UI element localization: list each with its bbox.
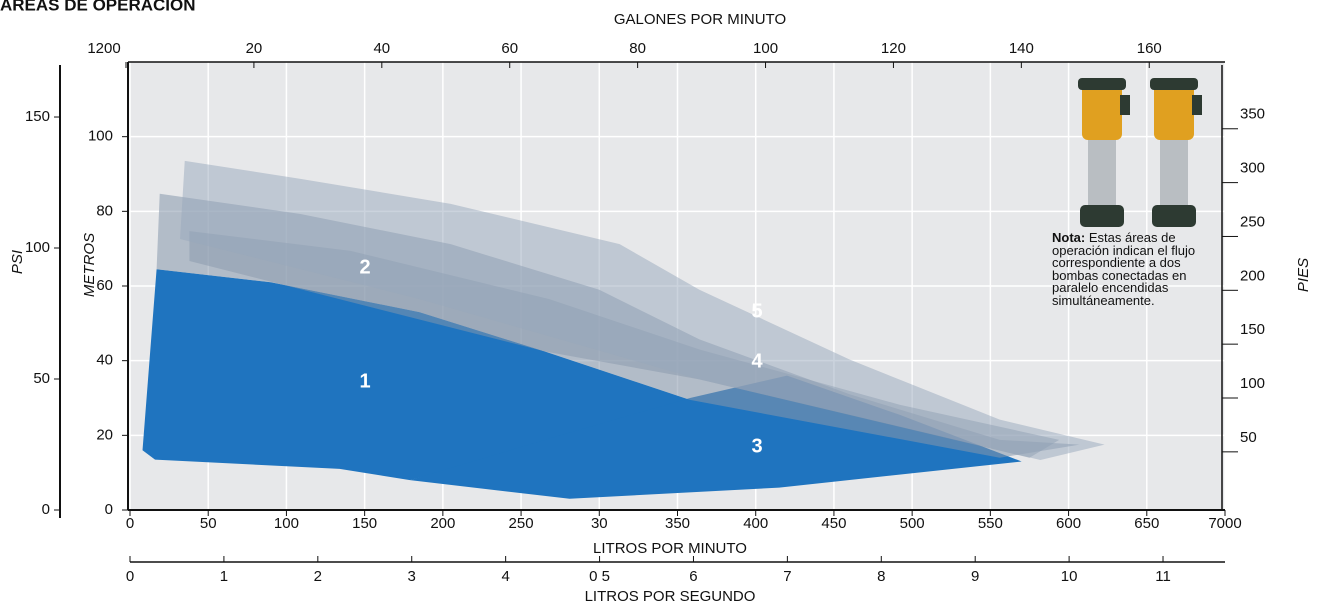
operating-area [180, 160, 1105, 460]
x-tick-label: 350 [665, 515, 690, 532]
y-axis-label: METROS [81, 233, 98, 297]
y-tick-label: 100 [88, 128, 113, 145]
lps-tick-label: 6 [689, 568, 697, 585]
top-tick-label: 80 [629, 40, 646, 57]
pump-illustration [1078, 78, 1202, 227]
pies-tick-label: 350 [1240, 106, 1265, 123]
pies-tick-label: 100 [1240, 375, 1265, 392]
lps-tick-label: 0 [126, 568, 134, 585]
psi-tick-label: 50 [33, 370, 50, 387]
area-label: 2 [359, 256, 370, 278]
chart-title: ÁREAS DE OPERACIÓN [0, 0, 196, 14]
psi-tick-label: 150 [25, 108, 50, 125]
lps-tick-label: 7 [783, 568, 791, 585]
y-tick-label: 20 [96, 426, 113, 443]
operating-area [142, 269, 691, 481]
lps-tick-label: 11 [1155, 568, 1171, 585]
y-tick-label: 60 [96, 277, 113, 294]
areas: 1 3 2 4 5 [142, 160, 1105, 499]
y-tick-label: 0 [105, 501, 113, 518]
lps-tick-label: 0 5 [589, 568, 610, 585]
y-tick-label: 80 [96, 202, 113, 219]
area-label: 5 [751, 300, 762, 322]
top-tick-label: 1200 [87, 40, 120, 57]
top-tick-label: 20 [246, 40, 263, 57]
x-tick-label: 400 [743, 515, 768, 532]
x-tick-label: 0 [126, 515, 134, 532]
x-tick-label: 200 [430, 515, 455, 532]
top-axis-label: GALONES POR MINUTO [614, 11, 786, 28]
psi-tick-label: 100 [25, 239, 50, 256]
lps-tick-label: 8 [877, 568, 885, 585]
x-tick-label: 600 [1056, 515, 1081, 532]
x-tick-label: 550 [978, 515, 1003, 532]
pies-tick-label: 200 [1240, 267, 1265, 284]
area-label: 4 [751, 350, 763, 372]
x-tick-label: 30 [591, 515, 608, 532]
x-tick-label: 650 [1134, 515, 1159, 532]
lps-tick-label: 9 [971, 568, 979, 585]
pies-tick-label: 250 [1240, 213, 1265, 230]
pies-tick-label: 50 [1240, 429, 1257, 446]
lps-tick-label: 3 [408, 568, 416, 585]
lps-tick-label: 4 [501, 568, 509, 585]
x-tick-label: 150 [352, 515, 377, 532]
note-label: Nota: [1052, 230, 1086, 245]
pies-axis-label: PIES [1295, 258, 1312, 292]
x-tick-label: 500 [900, 515, 925, 532]
pies-tick-label: 150 [1240, 321, 1265, 338]
x-tick-label: 7000 [1208, 515, 1241, 532]
x-tick-label: 100 [274, 515, 299, 532]
top-tick-label: 140 [1009, 40, 1034, 57]
x-tick-label: 450 [821, 515, 846, 532]
x-tick-label: 250 [509, 515, 534, 532]
note-text: Estas áreas de operación indican el fluj… [1052, 230, 1196, 308]
pies-tick-label: 300 [1240, 160, 1265, 177]
top-tick-label: 60 [501, 40, 518, 57]
x-tick-label: 50 [200, 515, 217, 532]
top-tick-label: 160 [1137, 40, 1162, 57]
axes: 0 50 100 150 200 250 30 350 400 450 500 550 600 650 70… [9, 11, 1312, 605]
psi-axis-label: PSI [9, 250, 26, 274]
area-label: 3 [751, 435, 762, 457]
top-tick-label: 100 [753, 40, 778, 57]
lps-tick-label: 2 [314, 568, 322, 585]
lps-tick-label: 1 [220, 568, 228, 585]
lps-tick-label: 10 [1061, 568, 1078, 585]
note: Nota: Estas áreas de operación indican e… [1052, 230, 1228, 308]
top-tick-label: 120 [881, 40, 906, 57]
x-axis-label: LITROS POR MINUTO [593, 540, 747, 557]
area-label: 1 [359, 370, 370, 392]
y-tick-label: 40 [96, 352, 113, 369]
lps-axis-label: LITROS POR SEGUNDO [585, 588, 756, 605]
psi-tick-label: 0 [42, 501, 50, 518]
top-tick-label: 40 [373, 40, 390, 57]
